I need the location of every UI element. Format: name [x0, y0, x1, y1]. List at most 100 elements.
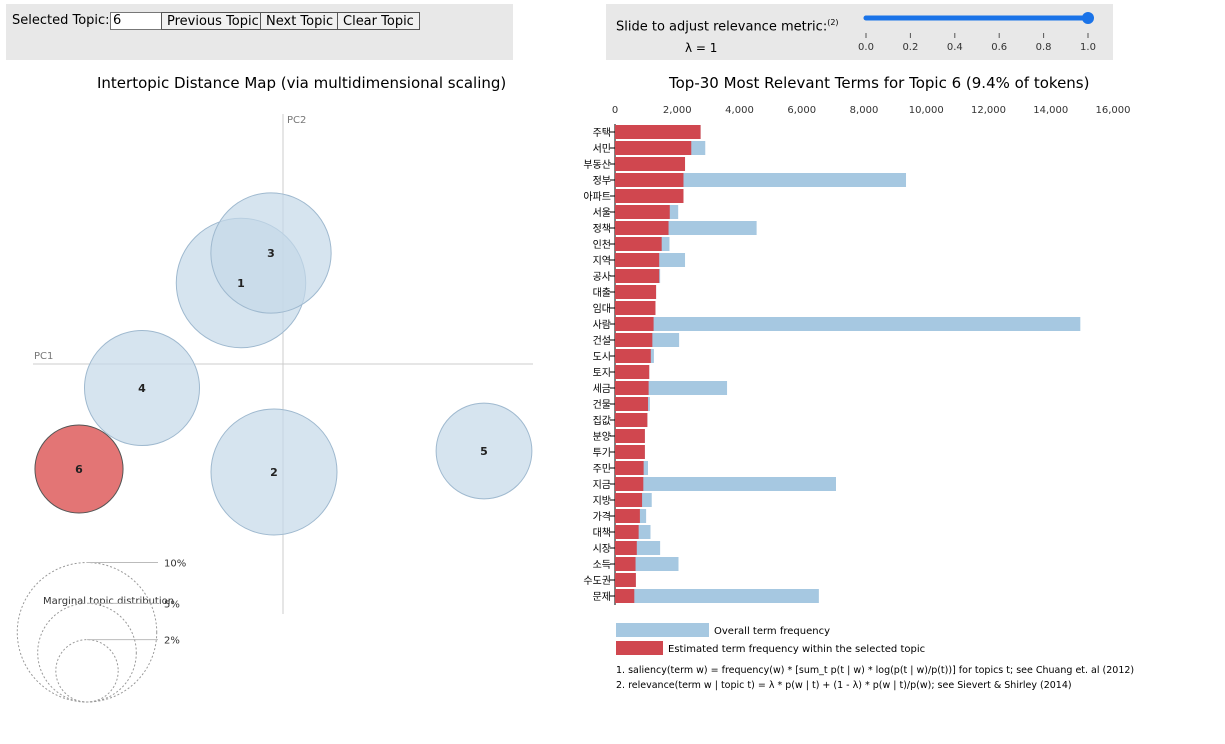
legend-circle [55, 639, 119, 703]
slider-tick-label: 0.8 [1036, 42, 1052, 53]
pc1-axis-label: PC1 [34, 351, 53, 362]
term-label[interactable]: 정책 [593, 223, 611, 235]
topic-bubble-5[interactable] [435, 402, 533, 500]
topic-bubble-2[interactable] [210, 408, 338, 536]
topic-frequency-bar [615, 509, 640, 523]
term-label[interactable]: 건물 [593, 399, 611, 411]
slider-footnote-marker: (2) [827, 18, 839, 27]
slider-tick-label: 0.6 [991, 42, 1007, 53]
previous-topic-button[interactable]: Previous Topic [161, 12, 265, 30]
slider-label: Slide to adjust relevance metric:(2) [616, 18, 839, 35]
intertopic-distance-map: PC2 PC1 1 2 3 4 5 6 Marginal topic distribution 2… [16, 114, 533, 703]
term-label[interactable]: 부동산 [583, 159, 611, 171]
term-label[interactable]: 시장 [593, 543, 611, 555]
topic-frequency-bar [615, 589, 635, 603]
term-label[interactable]: 사람 [593, 318, 611, 331]
overall-frequency-bar [615, 173, 907, 187]
term-label[interactable]: 주민 [593, 463, 611, 475]
term-label[interactable]: 지금 [593, 479, 611, 491]
topic-frequency-bar [615, 173, 684, 187]
term-label[interactable]: 가격 [593, 510, 611, 523]
footnote: 1. saliency(term w) = frequency(w) * [su… [616, 665, 1134, 676]
relevant-terms-bar-chart: 0 2,000 4,000 6,000 8,000 10,000 12,000 14,000 1… [583, 105, 1134, 691]
x-tick-label: 4,000 [725, 105, 754, 116]
slider-tick-label: 0.0 [858, 42, 874, 53]
term-label[interactable]: 임대 [593, 302, 611, 315]
term-label[interactable]: 분양 [593, 431, 611, 443]
pc2-axis-label: PC2 [287, 115, 306, 126]
topic-frequency-bar [615, 445, 645, 459]
x-tick-label: 8,000 [850, 105, 879, 116]
topic-frequency-bar [615, 221, 669, 235]
topic-frequency-bar [615, 285, 657, 299]
legend-overall-swatch [616, 623, 709, 637]
term-label[interactable]: 정부 [593, 175, 611, 187]
slider-thumb[interactable] [1082, 12, 1094, 24]
x-tick-label: 6,000 [787, 105, 816, 116]
legend-circle-label: 10% [164, 559, 186, 570]
term-label[interactable]: 건설 [593, 335, 611, 347]
term-label[interactable]: 도시 [593, 351, 611, 363]
topic-frequency-bar [615, 125, 701, 139]
topic-frequency-bar [615, 461, 644, 475]
lambda-value-text: λ = 1 [685, 41, 718, 55]
topic-control-panel: Selected Topic: 6 Previous Topic Next To… [6, 4, 513, 60]
slider-tick-label: 0.2 [902, 42, 918, 53]
x-tick-label: 10,000 [909, 105, 944, 116]
topic-frequency-bar [615, 541, 637, 555]
intertopic-map-title: Intertopic Distance Map (via multidimens… [97, 74, 507, 92]
next-topic-button[interactable]: Next Topic [260, 12, 340, 30]
topic-frequency-bar [615, 269, 660, 283]
relevance-slider[interactable]: 0.0 0.2 0.4 0.6 0.8 1.0 [606, 4, 1113, 60]
x-tick-label: 14,000 [1033, 105, 1068, 116]
term-label[interactable]: 소득 [593, 559, 611, 571]
term-label[interactable]: 집값 [593, 415, 611, 427]
legend-circle [16, 562, 158, 703]
topic-frequency-bar [615, 157, 686, 171]
topic-frequency-bar [615, 349, 651, 363]
x-tick-label: 12,000 [971, 105, 1006, 116]
selected-topic-input[interactable]: 6 [110, 12, 166, 30]
term-label[interactable]: 공사 [593, 271, 611, 283]
relevance-slider-panel: Slide to adjust relevance metric:(2) λ =… [606, 4, 1113, 60]
topic-frequency-bar [615, 413, 648, 427]
term-label[interactable]: 서울 [593, 207, 611, 219]
term-chart-title: Top-30 Most Relevant Terms for Topic 6 (… [669, 74, 1090, 92]
term-label[interactable]: 대출 [593, 287, 611, 299]
slider-tick-label: 1.0 [1080, 42, 1096, 53]
overall-frequency-bar [615, 477, 836, 491]
term-label[interactable]: 토지 [593, 367, 611, 379]
topic-frequency-bar [615, 253, 660, 267]
slider-tick-label: 0.4 [947, 42, 963, 53]
term-label[interactable]: 서민 [593, 143, 611, 155]
topic-frequency-bar [615, 573, 636, 587]
clear-topic-button[interactable]: Clear Topic [337, 12, 420, 30]
topic-bubble-label: 6 [75, 463, 83, 476]
term-label[interactable]: 주택 [593, 127, 611, 139]
topic-frequency-bar [615, 397, 648, 411]
topic-frequency-bar [615, 237, 662, 251]
topic-frequency-bar [615, 205, 670, 219]
topic-bubble-4[interactable] [83, 329, 201, 447]
topic-bubble-6[interactable] [34, 424, 124, 514]
topic-bubble-label: 2 [270, 466, 278, 479]
term-label[interactable]: 투기 [593, 447, 611, 459]
term-label[interactable]: 지역 [593, 255, 611, 267]
topic-frequency-bar [615, 525, 639, 539]
topic-bubble-label: 4 [138, 382, 146, 395]
footnote: 2. relevance(term w | topic t) = λ * p(w… [616, 680, 1072, 691]
term-label[interactable]: 대책 [593, 527, 611, 539]
term-label[interactable]: 수도권 [583, 575, 611, 587]
term-label[interactable]: 지방 [593, 495, 611, 507]
term-label[interactable]: 아파트 [583, 191, 611, 203]
term-label[interactable]: 인천 [593, 239, 611, 251]
term-label[interactable]: 세금 [593, 383, 611, 395]
legend-selected-label: Estimated term frequency within the sele… [668, 644, 925, 655]
topic-frequency-bar [615, 381, 649, 395]
topic-bubble-3[interactable] [210, 192, 332, 314]
overall-frequency-bar [615, 589, 819, 603]
marginal-distribution-title: Marginal topic distribution [43, 596, 174, 607]
topic-bubble-label: 1 [237, 277, 245, 290]
term-label[interactable]: 문제 [593, 591, 611, 603]
topic-frequency-bar [615, 141, 692, 155]
